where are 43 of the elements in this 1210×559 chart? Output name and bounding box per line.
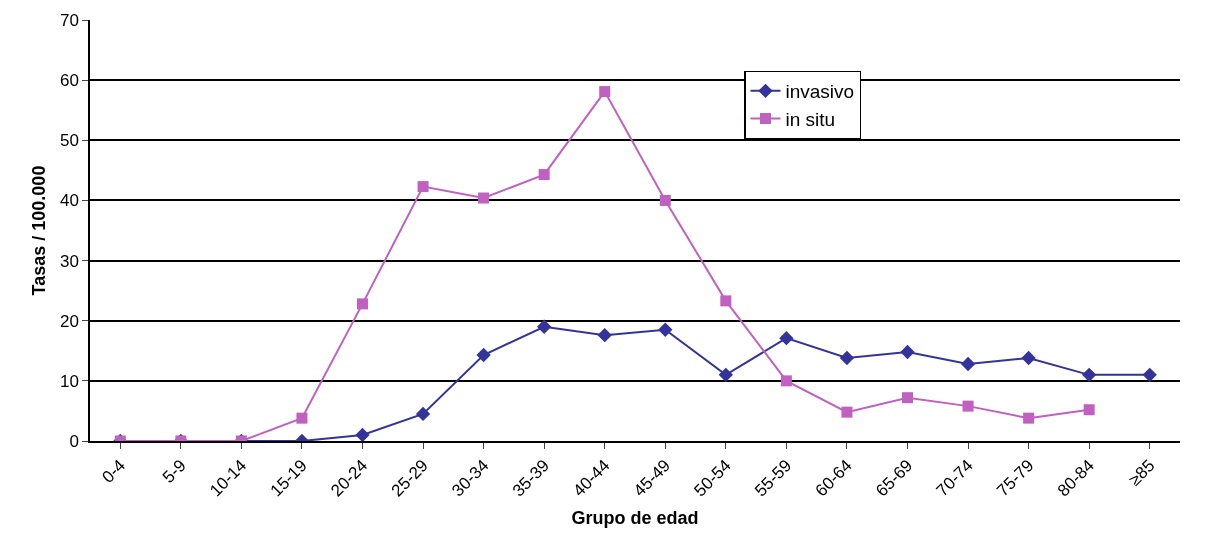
point xyxy=(1083,404,1095,416)
point xyxy=(841,406,853,418)
point xyxy=(476,347,491,363)
point xyxy=(960,356,976,372)
point xyxy=(478,192,490,204)
point xyxy=(537,319,552,334)
x-tick-label: 0-4 xyxy=(98,456,130,487)
point xyxy=(296,412,308,424)
point xyxy=(538,169,550,181)
point xyxy=(357,298,368,310)
point xyxy=(1021,350,1036,366)
y-tick-label: 30 xyxy=(59,251,79,271)
point xyxy=(658,322,673,337)
point xyxy=(1082,367,1097,382)
y-tick-label: 20 xyxy=(59,311,79,331)
y-tick-label: 50 xyxy=(59,131,79,151)
point xyxy=(417,181,429,193)
point xyxy=(720,295,732,307)
point xyxy=(1142,367,1157,382)
point xyxy=(659,194,671,206)
point xyxy=(839,350,855,366)
point xyxy=(718,367,733,382)
y-tick-label: 60 xyxy=(59,71,79,91)
point xyxy=(902,392,913,404)
y-tick-label: 10 xyxy=(59,371,79,391)
point xyxy=(779,331,794,346)
point xyxy=(900,344,915,360)
legend-label: in situ xyxy=(785,108,836,130)
point xyxy=(962,400,974,412)
point xyxy=(599,86,611,98)
point xyxy=(597,328,612,343)
point xyxy=(780,375,792,387)
point xyxy=(415,406,431,422)
legend-label: invasivo xyxy=(785,81,855,103)
x-axis-title: Grupo de edad xyxy=(571,507,699,528)
x-tick-label: 5-9 xyxy=(158,456,190,487)
x-tick-label: ≥85 xyxy=(1125,456,1159,490)
point xyxy=(1023,412,1035,424)
y-tick-label: 40 xyxy=(59,191,79,211)
y-tick-label: 0 xyxy=(69,431,79,451)
point xyxy=(355,427,370,441)
y-tick-label: 70 xyxy=(59,10,79,30)
y-axis-title: Tasas / 100.000 xyxy=(28,165,49,296)
